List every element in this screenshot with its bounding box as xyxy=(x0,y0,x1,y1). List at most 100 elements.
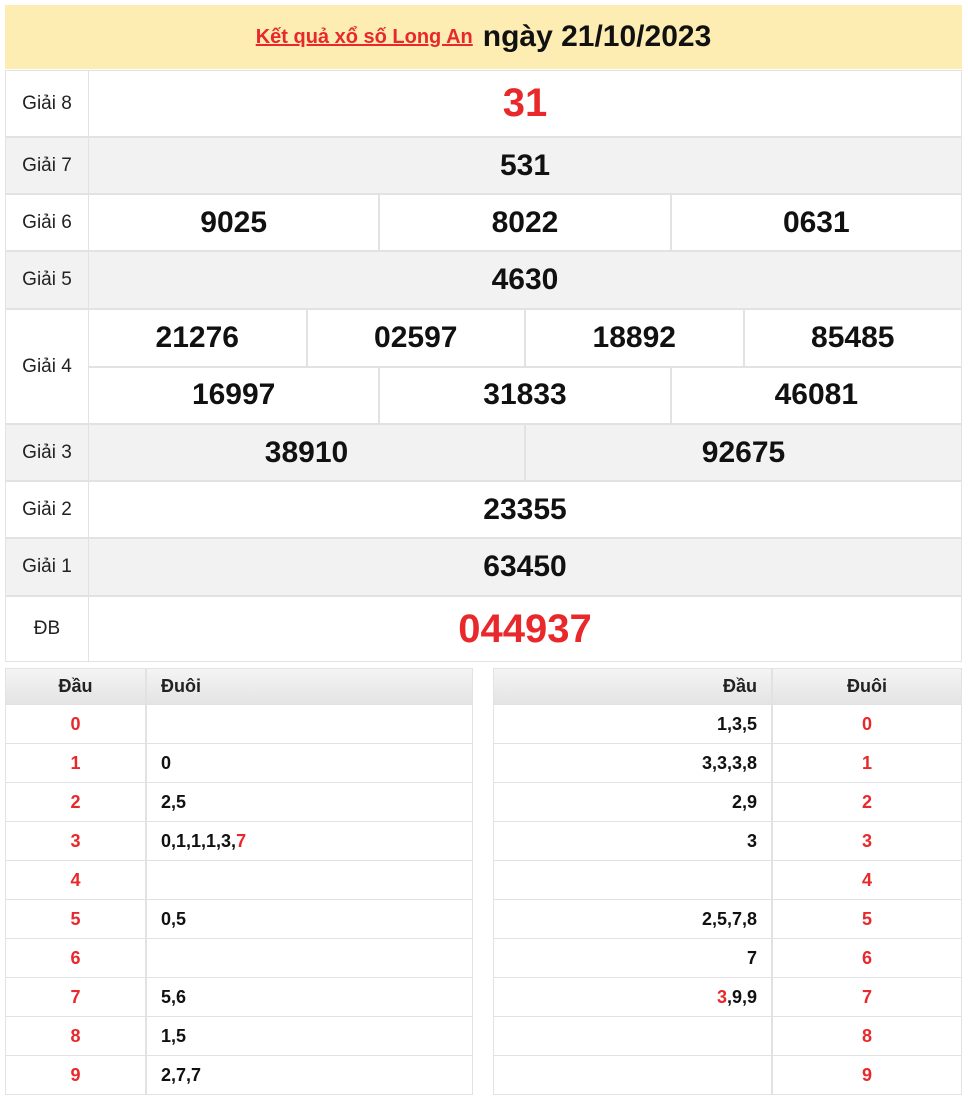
prize-number-text: 63450 xyxy=(483,550,567,583)
prize-number-text: 02597 xyxy=(374,320,458,354)
loto-cell: 2 xyxy=(772,782,962,822)
loto-digits: 5 xyxy=(70,908,81,929)
loto-cell: 0,1,1,1,3, 7 xyxy=(146,821,473,861)
prize-number: 31 xyxy=(88,70,962,137)
loto-digits: 6 xyxy=(861,947,872,968)
prize-number: 16997 xyxy=(88,366,380,424)
prize-label: ĐB xyxy=(5,596,89,662)
prize-number-text: 46081 xyxy=(774,378,859,412)
loto-digits: 2 xyxy=(861,791,872,812)
loto-cell: 3 xyxy=(772,821,962,861)
prize-number-text: 85485 xyxy=(811,320,895,354)
prize-number: 23355 xyxy=(88,481,962,538)
loto-digits: 0,5 xyxy=(161,908,187,929)
loto-header: Đuôi xyxy=(772,668,962,705)
prize-number-text: 8022 xyxy=(491,205,559,239)
loto-digits: 9 xyxy=(861,1064,872,1085)
loto-cell: 0 xyxy=(5,704,146,744)
prize-number-text: 531 xyxy=(499,148,551,182)
loto-cell: 6 xyxy=(772,938,962,978)
loto-cell: 2 xyxy=(5,782,146,822)
prize-label-text: Giải 5 xyxy=(22,269,72,290)
prize-number-text: 31833 xyxy=(483,378,567,412)
prize-label-text: ĐB xyxy=(33,618,61,639)
loto-header: Đầu xyxy=(493,668,772,705)
prize-label-text: Giải 1 xyxy=(22,556,72,577)
prize-number: 8022 xyxy=(379,194,671,251)
loto-cell: 0 xyxy=(772,704,962,744)
loto-cell xyxy=(146,860,473,900)
loto-cell: 5,6 xyxy=(146,977,473,1017)
loto-cell: 7 xyxy=(5,977,146,1017)
loto-digits: 1 xyxy=(861,752,872,773)
loto-cell: 4 xyxy=(772,860,962,900)
loto-digits: 3 xyxy=(746,830,757,851)
header-date: ngày 21/10/2023 xyxy=(482,20,712,53)
loto-digits: 1,3,5 xyxy=(716,713,757,734)
loto-cell: 0,5 xyxy=(146,899,473,939)
loto-digits: 2 xyxy=(70,791,81,812)
prize-number-text: 18892 xyxy=(592,320,676,354)
prize-label-text: Giải 2 xyxy=(22,498,72,520)
loto-cell: 6 xyxy=(5,938,146,978)
prize-number-text: 4630 xyxy=(491,263,559,296)
prize-number: 38910 xyxy=(88,424,525,481)
loto-cell: 9 xyxy=(5,1055,146,1095)
loto-cell: 3,3,3,8 xyxy=(493,743,772,783)
prize-number: 92675 xyxy=(525,424,962,481)
prize-label: Giải 4 xyxy=(5,309,89,424)
prize-label: Giải 6 xyxy=(5,194,89,251)
loto-cell xyxy=(493,860,772,900)
prize-number-text: 9025 xyxy=(200,205,268,239)
prize-label: Giải 7 xyxy=(5,137,89,194)
loto-cell xyxy=(493,1055,772,1095)
loto-cell: 3 xyxy=(493,821,772,861)
loto-digits: 2,7,7 xyxy=(161,1064,202,1085)
prize-number: 531 xyxy=(88,137,962,194)
prize-number: 46081 xyxy=(670,366,962,424)
loto-cell: 2,9 xyxy=(493,782,772,822)
prize-number: 31833 xyxy=(379,366,671,424)
loto-cell xyxy=(146,938,473,978)
prize-number-text: 31 xyxy=(502,81,548,125)
prize-label: Giải 3 xyxy=(5,424,89,481)
loto-digits: 7 xyxy=(70,986,81,1007)
loto-digits: 7 xyxy=(746,947,757,968)
loto-special: 7 xyxy=(236,830,247,851)
prize-number-text: 044937 xyxy=(458,606,592,651)
loto-digits: 3,3,3,8 xyxy=(701,752,757,773)
loto-cell: 1,5 xyxy=(146,1016,473,1056)
loto-header: Đuôi xyxy=(146,668,473,705)
loto-digits: 2,5,7,8 xyxy=(701,908,757,929)
prize-number: 63450 xyxy=(88,538,962,596)
loto-digits: 0 xyxy=(861,713,872,734)
prize-number: 02597 xyxy=(306,309,525,367)
loto-cell: 7 xyxy=(493,938,772,978)
loto-cell: 3,9,9 xyxy=(493,977,772,1017)
loto-digits: 4 xyxy=(861,869,872,890)
loto-cell: 2,5 xyxy=(146,782,473,822)
prize-number-text: 38910 xyxy=(264,435,349,469)
prize-label-text: Giải 4 xyxy=(22,355,72,377)
loto-header-text: Đuôi xyxy=(847,676,887,696)
loto-cell xyxy=(146,704,473,744)
loto-cell: 1 xyxy=(5,743,146,783)
prize-label: Giải 2 xyxy=(5,481,89,538)
loto-digits: 0,1,1,1,3, xyxy=(161,830,237,851)
loto-digits: 5,6 xyxy=(161,986,187,1007)
loto-digits: 4 xyxy=(70,869,81,890)
loto-digits: 3 xyxy=(861,830,872,851)
prize-label-text: Giải 6 xyxy=(22,211,72,233)
loto-digits: 3 xyxy=(70,830,81,851)
prize-number-text: 92675 xyxy=(701,435,786,469)
loto-digits: 2,9 xyxy=(731,791,757,812)
loto-cell: 5 xyxy=(772,899,962,939)
prize-label: Giải 8 xyxy=(5,70,89,137)
prize-number-text: 23355 xyxy=(483,492,567,526)
prize-label-text: Giải 7 xyxy=(22,154,72,176)
loto-cell xyxy=(493,1016,772,1056)
header-link[interactable]: Kết quả xổ số Long An xyxy=(255,25,473,48)
prize-number-text: 0631 xyxy=(782,205,850,239)
loto-cell: 1 xyxy=(772,743,962,783)
